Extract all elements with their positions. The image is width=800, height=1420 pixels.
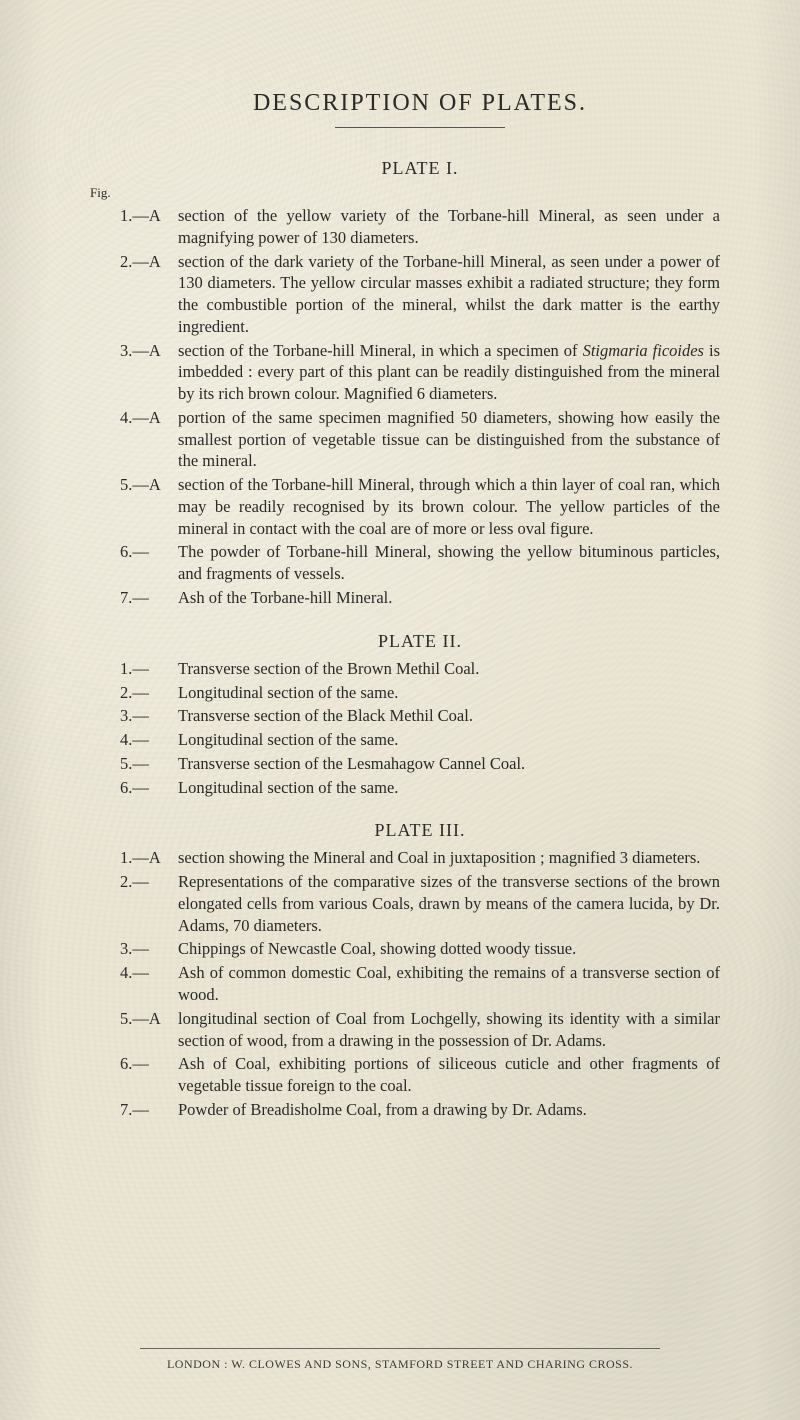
- entry-row: 4.—Aportion of the same specimen magnifi…: [120, 407, 720, 472]
- footer-rule: [140, 1348, 660, 1349]
- entry-number: 3.—: [120, 705, 178, 727]
- entry-row: 4.—Ash of common domestic Coal, exhibiti…: [120, 962, 720, 1006]
- entry-row: 5.—Transverse section of the Lesmahagow …: [120, 753, 720, 775]
- entry-description: Chippings of Newcastle Coal, showing dot…: [178, 938, 720, 960]
- entry-row: 7.—Ash of the Torbane-hill Mineral.: [120, 587, 720, 609]
- entry-row: 7.—Powder of Breadisholme Coal, from a d…: [120, 1099, 720, 1121]
- entry-number: 6.—: [120, 1053, 178, 1075]
- entry-row: 1.—Transverse section of the Brown Methi…: [120, 658, 720, 680]
- entry-number: 2.—A: [120, 251, 178, 273]
- entry-row: 6.—The powder of Torbane-hill Mineral, s…: [120, 541, 720, 585]
- entry-description: Ash of Coal, exhibiting portions of sili…: [178, 1053, 720, 1097]
- entry-description: Longitudinal section of the same.: [178, 682, 720, 704]
- page: DESCRIPTION OF PLATES. PLATE I.Fig.1.—As…: [0, 0, 800, 1420]
- entry-row: 6.—Ash of Coal, exhibiting portions of s…: [120, 1053, 720, 1097]
- entry-row: 2.—Longitudinal section of the same.: [120, 682, 720, 704]
- plates-container: PLATE I.Fig.1.—Asection of the yellow va…: [120, 158, 720, 1121]
- entry-number: 5.—A: [120, 1008, 178, 1030]
- entry-row: 2.—Asection of the dark variety of the T…: [120, 251, 720, 338]
- entry-number: 5.—: [120, 753, 178, 775]
- entry-row: 3.—Transverse section of the Black Methi…: [120, 705, 720, 727]
- entry-number: 7.—: [120, 1099, 178, 1121]
- entry-number: 4.—: [120, 729, 178, 751]
- entries-list: 1.—Asection of the yellow variety of the…: [120, 205, 720, 609]
- entry-number: 6.—: [120, 541, 178, 563]
- entry-row: 1.—Asection showing the Mineral and Coal…: [120, 847, 720, 869]
- entry-description: Transverse section of the Black Methil C…: [178, 705, 720, 727]
- entry-number: 3.—: [120, 938, 178, 960]
- entry-row: 6.—Longitudinal section of the same.: [120, 777, 720, 799]
- entry-description: Longitudinal section of the same.: [178, 729, 720, 751]
- entry-number: 2.—: [120, 682, 178, 704]
- entries-list: 1.—Asection showing the Mineral and Coal…: [120, 847, 720, 1120]
- entry-description: section of the Torbane-hill Mineral, thr…: [178, 474, 720, 539]
- entry-row: 5.—Alongitudinal section of Coal from Lo…: [120, 1008, 720, 1052]
- entry-description: Representations of the comparative sizes…: [178, 871, 720, 936]
- entry-number: 1.—A: [120, 847, 178, 869]
- entry-description: portion of the same specimen magnified 5…: [178, 407, 720, 472]
- entry-row: 2.—Representations of the comparative si…: [120, 871, 720, 936]
- entry-row: 4.—Longitudinal section of the same.: [120, 729, 720, 751]
- entry-row: 3.—Chippings of Newcastle Coal, showing …: [120, 938, 720, 960]
- entry-description: Transverse section of the Brown Methil C…: [178, 658, 720, 680]
- plate-heading: PLATE I.: [120, 158, 720, 179]
- imprint-text: LONDON : W. CLOWES AND SONS, STAMFORD ST…: [167, 1357, 633, 1371]
- entries-list: 1.—Transverse section of the Brown Methi…: [120, 658, 720, 799]
- plate-heading: PLATE III.: [120, 820, 720, 841]
- entry-number: 5.—A: [120, 474, 178, 496]
- plate-heading: PLATE II.: [120, 631, 720, 652]
- entry-number: 7.—: [120, 587, 178, 609]
- page-title: DESCRIPTION OF PLATES.: [120, 90, 720, 117]
- entry-description: section showing the Mineral and Coal in …: [178, 847, 720, 869]
- entry-description: longitudinal section of Coal from Lochge…: [178, 1008, 720, 1052]
- fig-label: Fig.: [90, 185, 720, 201]
- entry-description: Ash of common domestic Coal, exhibiting …: [178, 962, 720, 1006]
- entry-row: 5.—Asection of the Torbane-hill Mineral,…: [120, 474, 720, 539]
- entry-description: The powder of Torbane-hill Mineral, show…: [178, 541, 720, 585]
- entry-description: section of the yellow variety of the Tor…: [178, 205, 720, 249]
- entry-number: 4.—A: [120, 407, 178, 429]
- entry-row: 1.—Asection of the yellow variety of the…: [120, 205, 720, 249]
- entry-description: Transverse section of the Lesmahagow Can…: [178, 753, 720, 775]
- entry-number: 2.—: [120, 871, 178, 893]
- entry-number: 1.—: [120, 658, 178, 680]
- imprint-footer: LONDON : W. CLOWES AND SONS, STAMFORD ST…: [0, 1348, 800, 1372]
- entry-description: Ash of the Torbane-hill Mineral.: [178, 587, 720, 609]
- entry-description: section of the Torbane-hill Mineral, in …: [178, 340, 720, 405]
- entry-number: 3.—A: [120, 340, 178, 362]
- entry-number: 6.—: [120, 777, 178, 799]
- entry-description: section of the dark variety of the Torba…: [178, 251, 720, 338]
- entry-description: Longitudinal section of the same.: [178, 777, 720, 799]
- entry-description: Powder of Breadisholme Coal, from a draw…: [178, 1099, 720, 1121]
- entry-row: 3.—Asection of the Torbane-hill Mineral,…: [120, 340, 720, 405]
- entry-number: 1.—A: [120, 205, 178, 227]
- title-rule: [335, 127, 505, 128]
- entry-number: 4.—: [120, 962, 178, 984]
